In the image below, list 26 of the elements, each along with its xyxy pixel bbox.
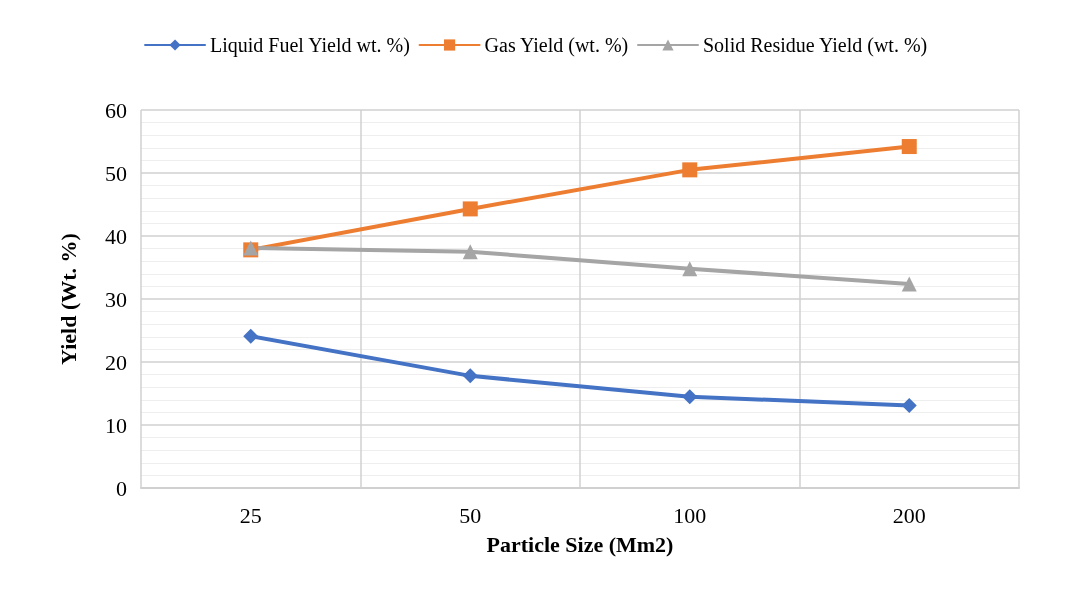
point <box>682 162 698 178</box>
point <box>462 244 478 260</box>
y-tick-label: 20 <box>105 349 127 375</box>
y-tick-label: 60 <box>105 97 127 123</box>
y-tick-label: 40 <box>105 223 127 249</box>
y-axis-title: Yield (Wt. %) <box>55 233 81 365</box>
point <box>901 139 917 155</box>
point <box>682 389 698 405</box>
y-tick-label: 30 <box>105 286 127 312</box>
x-tick-label: 100 <box>673 502 707 528</box>
point <box>462 368 478 384</box>
x-axis-title: Particle Size (Mm2) <box>486 531 674 557</box>
point <box>462 201 478 217</box>
y-tick-label: 10 <box>105 412 127 438</box>
x-tick-label: 25 <box>239 502 262 528</box>
legend-label: Gas Yield (wt. %) <box>484 34 629 57</box>
y-tick-label: 50 <box>105 160 127 186</box>
point <box>901 276 917 292</box>
legend-label: Solid Residue Yield (wt. %) <box>702 34 928 57</box>
x-tick-label: 50 <box>459 502 482 528</box>
point <box>243 328 259 344</box>
point <box>682 261 698 277</box>
point <box>901 397 917 413</box>
y-tick-label: 0 <box>116 475 127 501</box>
legend-label: Liquid Fuel Yield wt. %) <box>210 34 410 57</box>
x-tick-label: 200 <box>892 502 926 528</box>
